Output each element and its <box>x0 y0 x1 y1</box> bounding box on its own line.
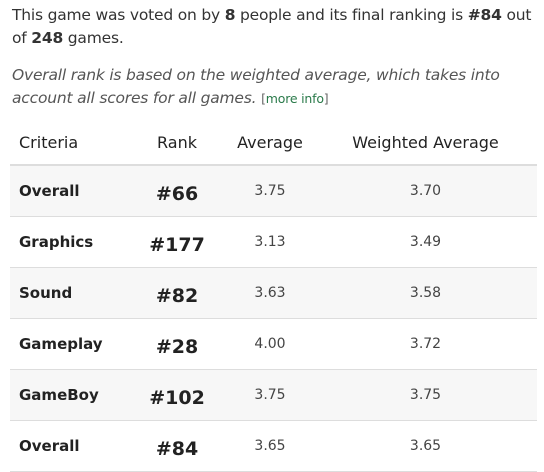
more-info-label[interactable]: more info <box>266 91 324 106</box>
row-weighted-average: 3.75 <box>314 370 537 421</box>
ranking-summary: This game was voted on by 8 people and i… <box>12 4 537 50</box>
row-rank: #102 <box>128 370 226 421</box>
row-average: 3.75 <box>226 165 314 217</box>
voter-count: 8 <box>225 6 236 24</box>
more-info-link[interactable]: [more info] <box>261 91 328 106</box>
row-average: 3.75 <box>226 370 314 421</box>
row-rank: #82 <box>128 268 226 319</box>
row-weighted-average: 3.72 <box>314 319 537 370</box>
row-average: 4.00 <box>226 319 314 370</box>
summary-text: people and its final ranking is <box>235 6 467 24</box>
row-rank: #84 <box>128 421 226 472</box>
row-rank: #28 <box>128 319 226 370</box>
ranking-note: Overall rank is based on the weighted av… <box>12 64 537 110</box>
header-weighted-average: Weighted Average <box>314 120 537 165</box>
row-average: 3.63 <box>226 268 314 319</box>
header-rank: Rank <box>128 120 226 165</box>
row-criteria: Overall <box>10 421 128 472</box>
final-rank: #84 <box>468 6 502 24</box>
row-criteria: Overall <box>10 165 128 217</box>
table-row: Gameplay #28 4.00 3.72 <box>10 319 537 370</box>
row-weighted-average: 3.65 <box>314 421 537 472</box>
table-row: GameBoy #102 3.75 3.75 <box>10 370 537 421</box>
ranking-table: Criteria Rank Average Weighted Average O… <box>10 120 537 472</box>
row-criteria: Sound <box>10 268 128 319</box>
row-rank: #177 <box>128 217 226 268</box>
table-row: Overall #66 3.75 3.70 <box>10 165 537 217</box>
row-weighted-average: 3.70 <box>314 165 537 217</box>
row-criteria: GameBoy <box>10 370 128 421</box>
summary-text: games. <box>63 29 124 47</box>
table-header-row: Criteria Rank Average Weighted Average <box>10 120 537 165</box>
table-row: Sound #82 3.63 3.58 <box>10 268 537 319</box>
header-criteria: Criteria <box>10 120 128 165</box>
total-games: 248 <box>31 29 63 47</box>
row-weighted-average: 3.58 <box>314 268 537 319</box>
row-average: 3.65 <box>226 421 314 472</box>
table-row: Overall #84 3.65 3.65 <box>10 421 537 472</box>
table-row: Graphics #177 3.13 3.49 <box>10 217 537 268</box>
row-criteria: Gameplay <box>10 319 128 370</box>
header-average: Average <box>226 120 314 165</box>
row-rank: #66 <box>128 165 226 217</box>
row-weighted-average: 3.49 <box>314 217 537 268</box>
row-criteria: Graphics <box>10 217 128 268</box>
note-text: Overall rank is based on the weighted av… <box>12 66 500 107</box>
summary-text: This game was voted on by <box>12 6 225 24</box>
row-average: 3.13 <box>226 217 314 268</box>
